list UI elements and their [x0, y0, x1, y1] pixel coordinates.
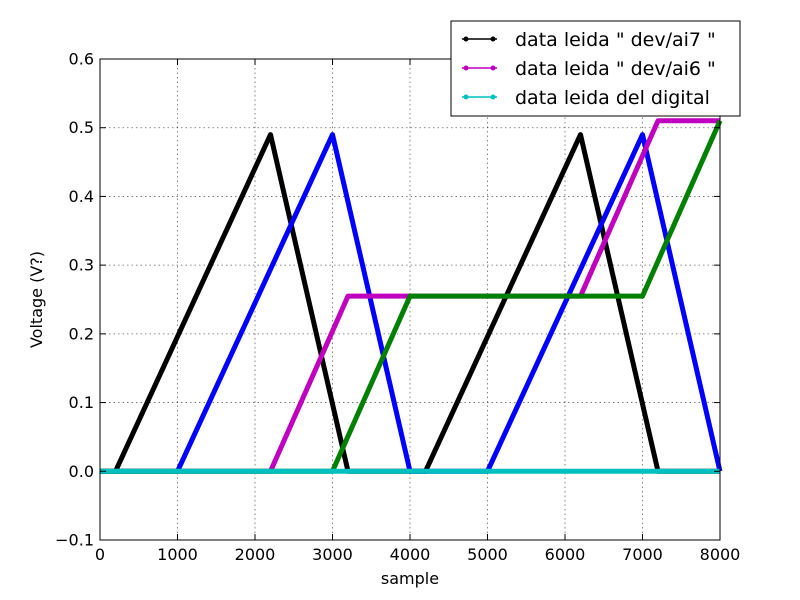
x-tick-label: 0	[95, 545, 105, 564]
legend-marker	[463, 94, 469, 100]
legend: data leida " dev/ai7 " data leida " dev/a…	[450, 20, 741, 117]
y-tick-label: 0.0	[69, 462, 94, 481]
y-tick-label: 0.4	[69, 187, 94, 206]
legend-box	[450, 20, 741, 117]
x-tick-label: 8000	[700, 545, 741, 564]
legend-marker	[463, 36, 469, 42]
legend-marker	[490, 65, 496, 71]
x-axis-label: sample	[381, 569, 439, 588]
legend-label: data leida " dev/ai6 "	[515, 58, 716, 80]
series-lines	[100, 118, 723, 474]
y-tick-label: 0.5	[69, 118, 94, 137]
x-tick-label: 1000	[157, 545, 198, 564]
x-tick-label: 5000	[467, 545, 508, 564]
axis-ticks: 0 1000 2000 3000 4000 5000 6000 7000 8000 −0.1 0.0…	[55, 50, 740, 565]
y-tick-label: 0.2	[69, 324, 94, 343]
y-tick-label: −0.1	[55, 531, 94, 550]
x-tick-label: 2000	[235, 545, 276, 564]
legend-label: data leida del digital	[515, 87, 710, 109]
x-tick-label: 6000	[545, 545, 586, 564]
x-tick-label: 4000	[390, 545, 431, 564]
y-tick-label: 0.3	[69, 256, 94, 275]
x-tick-label: 3000	[312, 545, 353, 564]
legend-marker	[490, 94, 496, 100]
y-axis-label: Voltage (V?)	[27, 251, 46, 348]
legend-marker	[490, 36, 496, 42]
y-tick-label: 0.6	[69, 50, 94, 69]
legend-marker	[463, 65, 469, 71]
x-tick-label: 7000	[622, 545, 663, 564]
y-tick-label: 0.1	[69, 393, 94, 412]
legend-label: data leida " dev/ai7 "	[515, 29, 716, 51]
